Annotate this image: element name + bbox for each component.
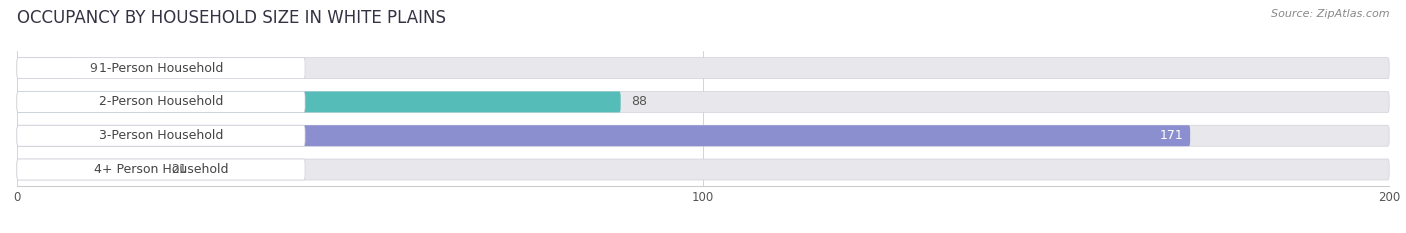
Text: 4+ Person Household: 4+ Person Household xyxy=(94,163,228,176)
FancyBboxPatch shape xyxy=(17,58,305,79)
FancyBboxPatch shape xyxy=(17,125,305,146)
Text: 1-Person Household: 1-Person Household xyxy=(98,62,224,75)
FancyBboxPatch shape xyxy=(17,159,160,180)
FancyBboxPatch shape xyxy=(17,159,305,180)
FancyBboxPatch shape xyxy=(17,92,620,112)
FancyBboxPatch shape xyxy=(17,125,1389,146)
Text: 171: 171 xyxy=(1160,129,1184,142)
Text: OCCUPANCY BY HOUSEHOLD SIZE IN WHITE PLAINS: OCCUPANCY BY HOUSEHOLD SIZE IN WHITE PLA… xyxy=(17,9,446,27)
FancyBboxPatch shape xyxy=(17,92,1389,112)
FancyBboxPatch shape xyxy=(17,58,1389,79)
Text: 21: 21 xyxy=(172,163,187,176)
FancyBboxPatch shape xyxy=(17,159,1389,180)
FancyBboxPatch shape xyxy=(17,58,79,79)
Text: 9: 9 xyxy=(89,62,97,75)
Text: Source: ZipAtlas.com: Source: ZipAtlas.com xyxy=(1271,9,1389,19)
FancyBboxPatch shape xyxy=(17,125,1189,146)
Text: 2-Person Household: 2-Person Household xyxy=(98,96,224,108)
FancyBboxPatch shape xyxy=(17,92,305,112)
Text: 3-Person Household: 3-Person Household xyxy=(98,129,224,142)
Text: 88: 88 xyxy=(631,96,647,108)
